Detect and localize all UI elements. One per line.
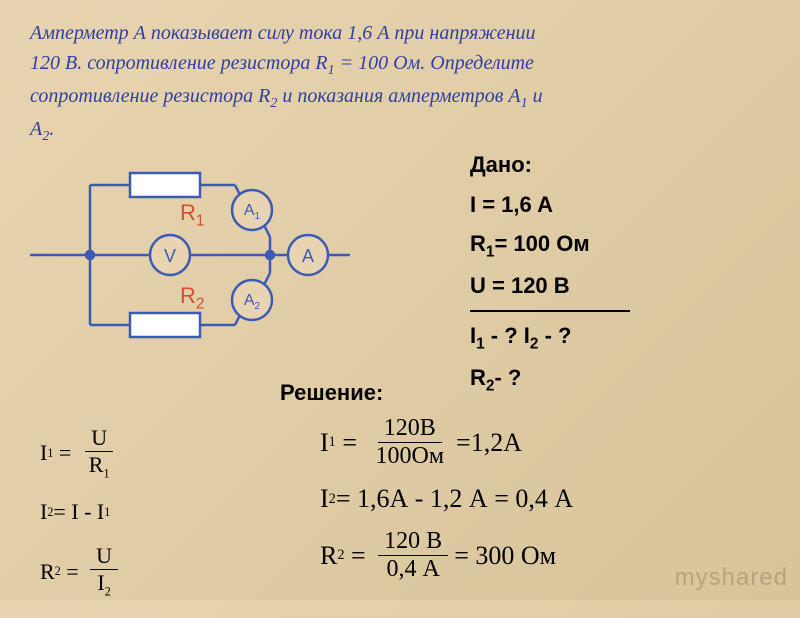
calc-i1: I1 = 120В 100Ом =1,2А	[320, 415, 573, 470]
problem-line2a: 120 В. сопротивление резистора R	[30, 52, 328, 74]
problem-line3a: сопротивление резистора R	[30, 85, 270, 107]
given-r1: R1= 100 Ом	[470, 224, 630, 266]
circuit-svg: V A A1 A2	[30, 155, 350, 355]
formula-r2: R2 = U I2	[40, 543, 124, 599]
given-divider	[470, 310, 630, 312]
given-find2: R2- ?	[470, 358, 630, 400]
problem-statement: Амперметр А показывает силу тока 1,6 А п…	[0, 0, 800, 155]
problem-line3b: и показания амперметров А	[277, 85, 520, 107]
given-current: I = 1,6 A	[470, 185, 630, 225]
formulas-block: I1 = U R1 I2 = I - I1 R2 = U I2	[40, 425, 124, 618]
given-title: Дано:	[470, 145, 630, 185]
problem-line3c: и	[528, 85, 543, 107]
calc-i2: I2 = 1,6А - 1,2 А = 0,4 А	[320, 484, 573, 514]
solution-label: Решение:	[280, 380, 383, 406]
calculations-block: I1 = 120В 100Ом =1,2А I2 = 1,6А - 1,2 А …	[320, 415, 573, 597]
given-block: Дано: I = 1,6 A R1= 100 Ом U = 120 В I1 …	[470, 145, 630, 400]
voltmeter-label: V	[164, 246, 176, 266]
formula-i2: I2 = I - I1	[40, 499, 124, 525]
r2-label: R2	[180, 283, 204, 313]
problem-line4b: .	[49, 118, 54, 140]
calc-r2: R2 = 120 В 0,4 А = 300 Ом	[320, 528, 573, 583]
ammeter-label: A	[302, 246, 314, 266]
problem-line1: Амперметр А показывает силу тока 1,6 А п…	[30, 22, 536, 44]
watermark: myshared	[675, 564, 788, 592]
given-voltage: U = 120 В	[470, 266, 630, 306]
problem-line2b: = 100 Ом. Определите	[335, 52, 534, 74]
circuit-diagram: V A A1 A2 R1 R2	[30, 155, 350, 355]
formula-i1: I1 = U R1	[40, 425, 124, 481]
given-find1: I1 - ? I2 - ?	[470, 316, 630, 358]
r1-label: R1	[180, 200, 204, 230]
problem-line4a: А	[30, 118, 42, 140]
